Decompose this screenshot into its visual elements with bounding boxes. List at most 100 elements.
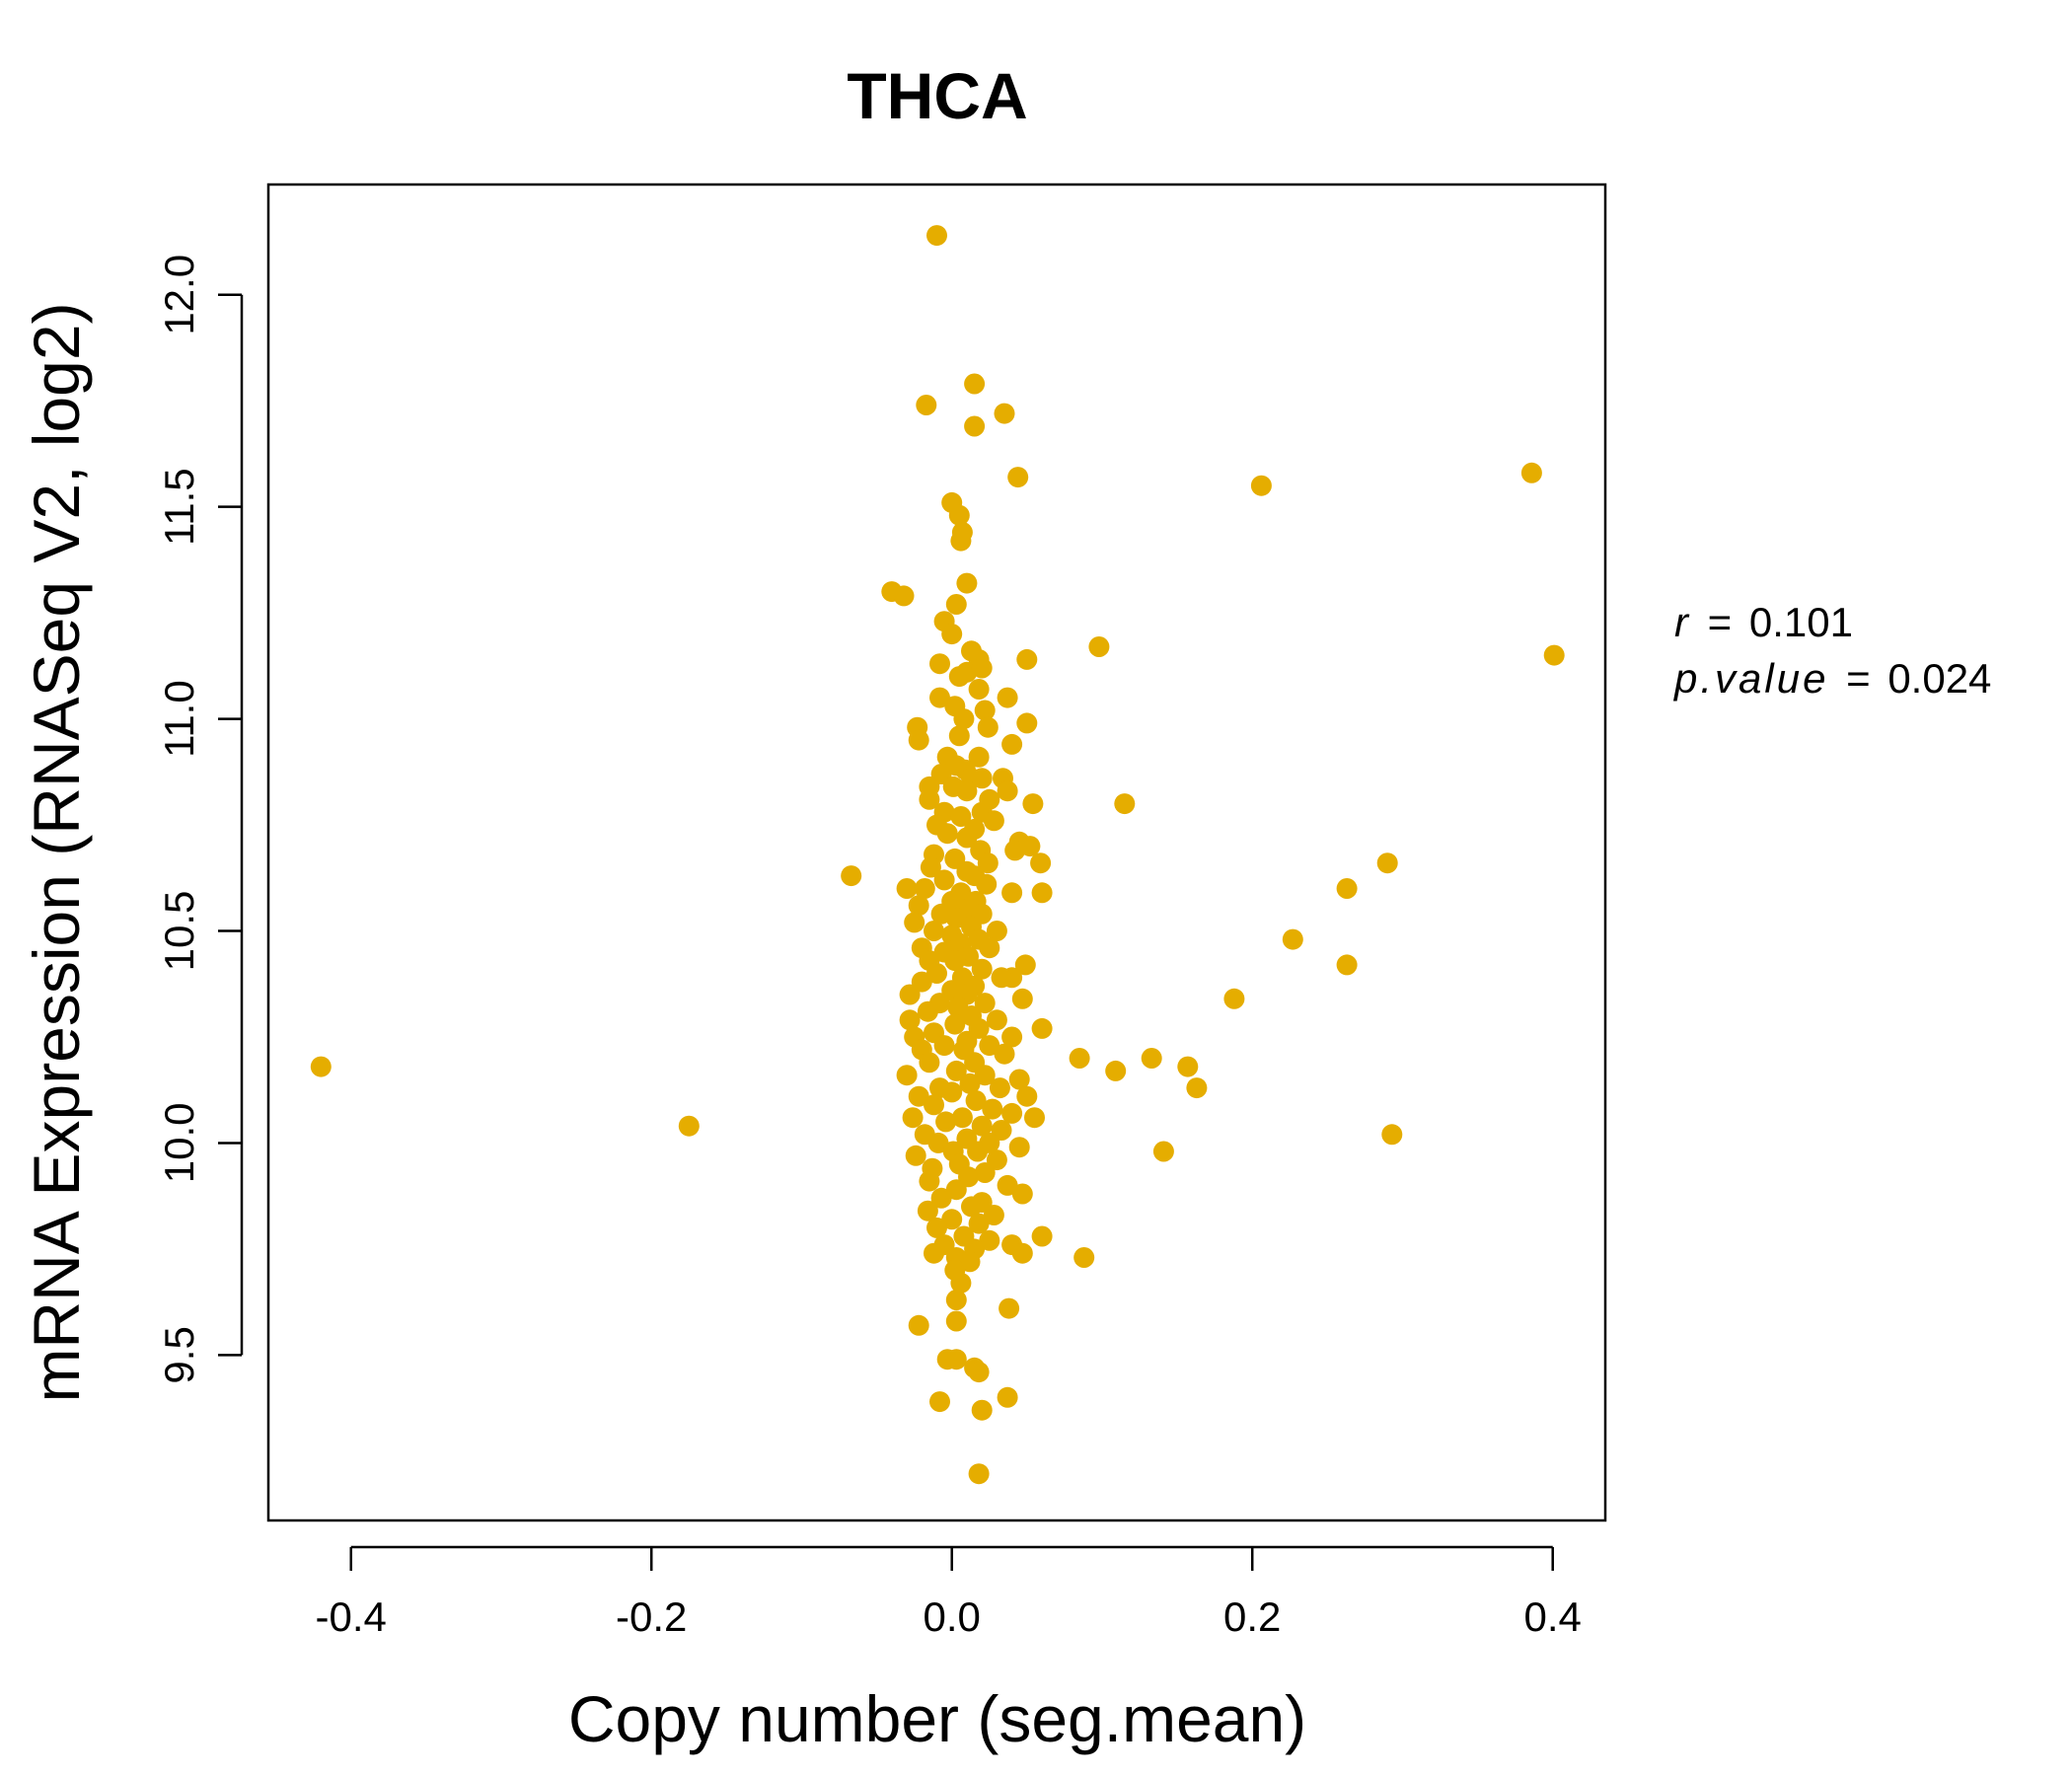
data-point	[1114, 793, 1136, 815]
data-point	[1031, 1017, 1053, 1039]
y-tick-label: 11.5	[156, 468, 202, 546]
y-tick-label: 12.0	[156, 255, 202, 335]
data-point	[1016, 1085, 1038, 1107]
data-point	[941, 624, 963, 645]
x-tick-label: 0.2	[1223, 1593, 1281, 1640]
data-point	[977, 716, 999, 738]
data-points	[310, 225, 1565, 1485]
chart-title: THCA	[847, 59, 1027, 132]
data-point	[968, 1213, 990, 1234]
data-point	[1022, 793, 1044, 815]
data-point	[908, 895, 929, 917]
data-point	[945, 1310, 967, 1332]
data-point	[953, 708, 975, 730]
data-point	[945, 1290, 967, 1310]
data-point	[951, 1107, 973, 1129]
data-point	[967, 1141, 989, 1162]
data-point	[945, 1060, 967, 1081]
x-axis-label: Copy number (seg.mean)	[568, 1682, 1306, 1755]
data-point	[1011, 1242, 1033, 1264]
data-point	[1141, 1048, 1162, 1069]
data-point	[899, 984, 921, 1005]
data-point	[920, 856, 941, 878]
data-point	[979, 937, 1000, 959]
data-point	[1008, 1137, 1030, 1158]
data-point	[896, 1065, 918, 1086]
data-point	[929, 653, 950, 675]
data-point	[1186, 1077, 1208, 1099]
data-point	[926, 1217, 947, 1238]
data-point	[1007, 467, 1029, 488]
data-point	[1543, 644, 1565, 666]
data-point	[948, 504, 970, 526]
data-point	[1001, 733, 1023, 755]
data-point	[899, 1009, 921, 1031]
data-point	[1152, 1141, 1174, 1162]
data-point	[924, 1242, 944, 1264]
x-tick-label: 0.4	[1524, 1593, 1582, 1640]
data-point	[930, 1187, 952, 1209]
data-point	[974, 1162, 996, 1183]
data-point	[1336, 878, 1358, 899]
data-point	[905, 1145, 926, 1166]
data-point	[961, 1196, 982, 1218]
data-point	[678, 1115, 700, 1137]
data-point	[841, 865, 862, 887]
y-tick-label: 9.5	[156, 1326, 202, 1383]
data-point	[991, 967, 1012, 989]
r-label: r	[1674, 599, 1690, 645]
data-point	[986, 921, 1007, 941]
data-point	[926, 225, 947, 247]
data-point	[1001, 1026, 1023, 1048]
data-point	[997, 687, 1018, 708]
data-point	[917, 1200, 938, 1221]
y-tick-label: 10.0	[156, 1103, 202, 1184]
data-point	[924, 921, 944, 941]
data-point	[1069, 1048, 1090, 1069]
data-point	[944, 950, 966, 972]
p-equals: =	[1846, 655, 1871, 702]
data-point	[929, 1391, 950, 1413]
data-point	[986, 1009, 1007, 1031]
data-point	[971, 1115, 993, 1137]
data-point	[983, 1205, 1004, 1225]
data-point	[1016, 712, 1038, 734]
x-tick-label: 0.0	[924, 1593, 981, 1640]
data-point	[944, 1013, 966, 1035]
data-point	[971, 1399, 993, 1421]
data-point	[997, 1386, 1018, 1408]
data-point	[956, 780, 978, 802]
data-point	[1031, 882, 1053, 904]
p-label: p.value	[1672, 655, 1828, 702]
data-point	[1016, 648, 1038, 670]
data-point	[968, 1362, 990, 1383]
data-point	[1376, 852, 1398, 874]
data-point	[999, 1297, 1020, 1319]
data-point	[941, 1081, 963, 1103]
data-point	[1520, 462, 1542, 483]
data-point	[959, 1073, 981, 1094]
data-point	[933, 1035, 955, 1057]
correlation-r: r = 0.101	[1674, 599, 1853, 645]
data-point	[994, 403, 1015, 424]
data-point	[902, 1107, 924, 1129]
data-point	[968, 746, 990, 768]
data-point	[950, 530, 972, 552]
r-value: 0.101	[1749, 599, 1853, 645]
data-point	[1001, 882, 1023, 904]
data-point	[933, 869, 955, 891]
data-point	[1088, 636, 1110, 657]
data-point	[1024, 1107, 1045, 1129]
data-point	[945, 594, 967, 615]
data-point	[919, 1052, 940, 1073]
y-tick-label: 10.5	[156, 891, 202, 972]
data-point	[1336, 954, 1358, 976]
data-point	[1011, 1183, 1033, 1205]
y-axis-label: mRNA Expression (RNASeq V2, log2)	[20, 302, 93, 1402]
data-point	[968, 1463, 990, 1485]
data-point	[896, 878, 918, 899]
data-point	[989, 1077, 1010, 1099]
data-point	[974, 993, 996, 1014]
y-tick-label: 11.0	[156, 680, 202, 758]
